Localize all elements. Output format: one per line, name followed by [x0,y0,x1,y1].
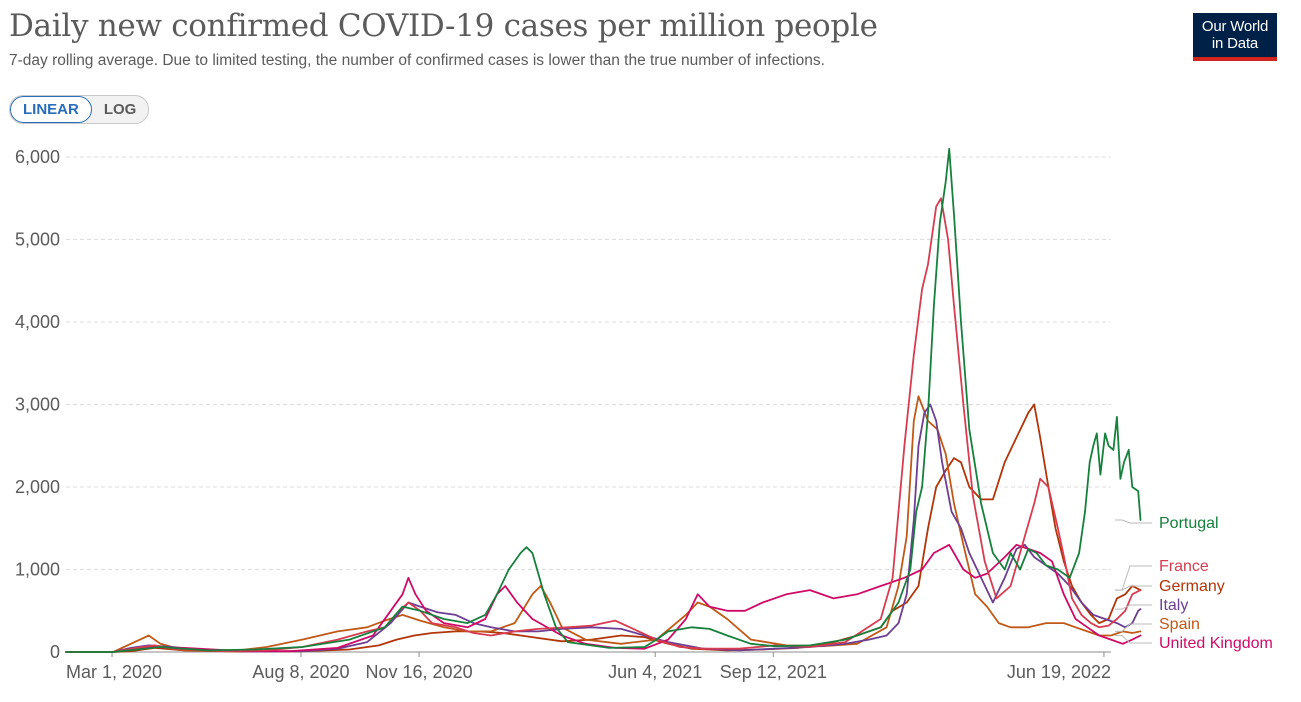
y-tick-label: 6,000 [15,147,60,167]
y-tick-label: 1,000 [15,560,60,580]
y-axis-ticks: 0 1,000 2,000 3,000 4,000 5,000 6,000 [15,147,60,662]
legend-connector [1115,623,1152,632]
legend-label-united-kingdom[interactable]: United Kingdom [1159,635,1273,652]
legend-label-france[interactable]: France [1159,558,1209,575]
legend-connector [1115,604,1152,610]
y-tick-label: 5,000 [15,230,60,250]
chart-title: Daily new confirmed COVID-19 cases per m… [9,8,878,44]
x-axis-ticks: Mar 1, 2020 Aug 8, 2020 Nov 16, 2020 Jun 4,… [66,652,1111,682]
legend-label-germany[interactable]: Germany [1159,578,1225,595]
x-tick-label: Jun 19, 2022 [1007,662,1111,682]
x-tick-label: Mar 1, 2020 [66,662,162,682]
legend-label-spain[interactable]: Spain [1159,616,1200,633]
series-line-italy[interactable] [65,403,1142,653]
x-tick-label: Nov 16, 2020 [366,662,473,682]
logo-line-2: in Data [1211,35,1259,52]
legend-connector [1115,519,1152,524]
series-lines [65,147,1142,653]
y-tick-label: 0 [50,642,60,662]
owid-logo[interactable]: Our World in Data [1193,13,1277,61]
legend-label-portugal[interactable]: Portugal [1159,515,1219,532]
logo-line-1: Our World [1201,18,1269,35]
y-tick-label: 3,000 [15,395,60,415]
legend-label-italy[interactable]: Italy [1159,597,1188,614]
x-tick-label: Sep 12, 2021 [720,662,827,682]
x-tick-label: Aug 8, 2020 [252,662,349,682]
series-line-france[interactable] [65,197,1142,653]
series-line-spain[interactable] [65,395,1142,653]
log-scale-button[interactable]: LOG [103,101,137,118]
y-tick-label: 4,000 [15,312,60,332]
series-line-portugal[interactable] [65,147,1142,653]
linear-scale-button[interactable]: LINEAR [10,96,92,123]
legend-connector [1115,585,1152,591]
legend: Portugal France Germany Italy Spain United Ki… [1115,515,1273,652]
x-tick-label: Jun 4, 2021 [608,662,702,682]
scale-toggle: LINEAR LOG [9,95,150,124]
legend-connector [1115,635,1152,644]
chart-subtitle: 7-day rolling average. Due to limited te… [9,52,825,69]
y-tick-label: 2,000 [15,477,60,497]
series-line-united-kingdom[interactable] [65,543,1142,653]
